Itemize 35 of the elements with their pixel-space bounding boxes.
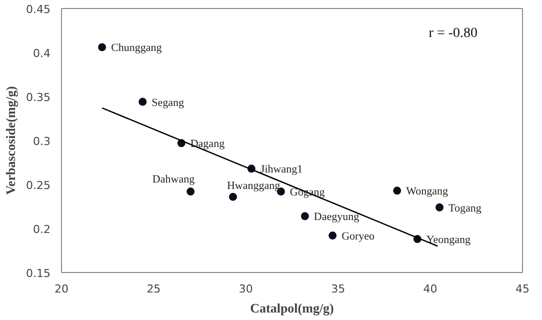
x-tick-label: 20 (54, 282, 68, 296)
point (186, 188, 195, 196)
annotation: Goryeo (342, 230, 376, 243)
annotation: Dahwang (152, 174, 196, 186)
point (138, 98, 147, 106)
point (393, 186, 402, 195)
point (98, 43, 106, 52)
annotation: Chunggang (111, 42, 162, 54)
annotation: Wongang (406, 186, 448, 198)
point (228, 192, 237, 201)
point (300, 212, 309, 220)
y-tick-label: 0.3 (33, 135, 51, 148)
annotation: Jihwang1 (260, 164, 303, 176)
y-tick-label: 0.45 (26, 3, 51, 16)
x-tick-label: 30 (238, 282, 253, 296)
annotation: Dagang (190, 138, 226, 150)
annotation: r = -0.80 (428, 26, 478, 41)
annotation: Daegyung (314, 211, 360, 224)
x-axis-title: Catalpol(mg/g) (250, 300, 334, 316)
y-axis-title: Verbascoside(mg/g) (3, 86, 18, 195)
x-tick-label: 40 (423, 282, 438, 296)
annotation: Togang (448, 202, 482, 214)
annotation: Segang (152, 96, 185, 109)
x-tick-label: 45 (516, 282, 530, 296)
x-tick-label: 35 (331, 282, 346, 296)
y-tick-label: 0.15 (26, 267, 51, 280)
y-tick-label: 0.25 (26, 179, 51, 192)
point (328, 232, 337, 240)
point (436, 203, 444, 212)
y-tick-label: 0.35 (26, 91, 51, 104)
annotation: Yeongang (426, 234, 471, 246)
x-tick-label: 25 (146, 282, 161, 296)
annotation: Hwanggang (226, 180, 281, 192)
y-tick-label: 0.4 (33, 47, 51, 60)
y-tick-label: 0.2 (33, 223, 51, 236)
